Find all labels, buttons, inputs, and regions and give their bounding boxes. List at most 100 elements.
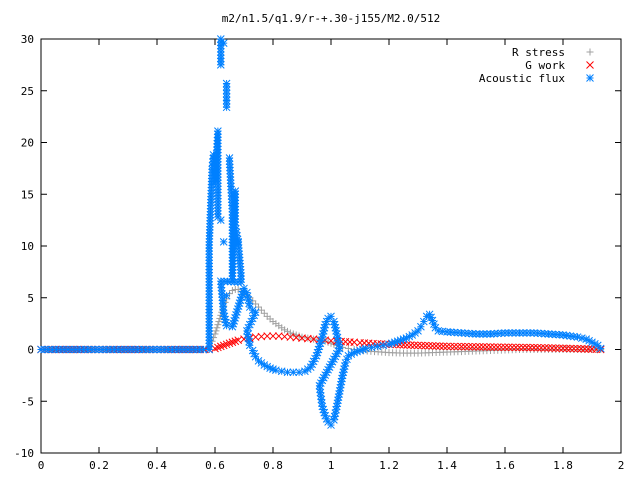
data-point [114,345,123,354]
data-point [432,342,440,350]
x-tick-label: 1.8 [553,459,573,472]
data-point [219,341,228,350]
legend-marker [586,48,594,56]
data-point [263,332,272,340]
data-point [461,342,469,351]
x-tick-label: 0 [38,459,45,472]
data-point [335,387,344,395]
data-point [530,343,538,352]
data-point [184,345,192,354]
data-point [324,338,332,346]
axis-ticks: 0 0.2 0.4 0.6 0.8 1 1.2 1.4 1.6 1.8 2 -10 -5 0 5 10 15 20… [14,33,624,472]
data-point [497,343,506,352]
y-tick-label: 30 [21,33,34,46]
y-tick-label: 25 [21,85,34,98]
data-point [281,326,289,334]
data-point [48,345,57,354]
data-point [414,341,422,350]
data-point [490,343,498,351]
data-point [215,318,223,326]
data-point [472,330,480,338]
data-point [168,345,177,354]
data-point [421,341,430,350]
data-point [541,329,549,338]
data-marks [37,35,605,429]
data-point [216,342,225,351]
data-point [577,344,585,353]
data-point [52,345,61,354]
data-point [145,345,154,354]
legend-label: R stress [512,46,565,59]
data-point [335,390,343,398]
data-point [214,321,222,329]
data-point [573,333,582,341]
data-point [596,344,605,353]
legend-label: G work [525,59,565,72]
data-point [222,340,231,349]
data-point [504,343,513,352]
data-point [222,103,231,112]
data-point [410,341,419,350]
y-tick-label: 0 [27,344,34,357]
y-tick-label: 5 [27,292,34,305]
data-point [446,342,455,351]
data-point [541,344,549,352]
series-acoustic-flux [37,35,605,429]
data-point [68,345,76,354]
data-point [475,343,484,351]
data-point [570,344,578,353]
data-point [551,330,560,339]
data-point [334,393,343,401]
data-point [450,342,459,351]
data-point [228,338,237,347]
data-point [214,343,222,352]
data-point [493,343,502,351]
data-point [573,344,582,353]
legend-marker [586,74,594,82]
data-point [240,284,248,293]
chart-title: m2/n1.5/q1.9/r-+.30-j155/M2.0/512 [222,12,441,25]
data-point [577,334,586,342]
data-point [508,343,517,352]
data-point [551,344,560,352]
data-point [475,330,484,338]
data-point [428,342,437,350]
data-point [187,345,196,354]
data-point [555,344,564,353]
data-point [537,343,546,352]
data-point [213,324,221,332]
legend-label: Acoustic flux [479,72,565,85]
data-point [464,342,473,351]
data-point [225,339,234,348]
data-point [438,327,447,336]
x-tick-label: 1.4 [437,459,457,472]
data-point [228,322,237,331]
data-point [497,329,506,338]
data-point [472,342,480,351]
data-point [522,343,531,352]
data-point [479,343,488,351]
x-tick-label: 1.2 [379,459,399,472]
data-point [44,345,53,354]
data-point [269,332,277,340]
data-point [334,396,342,405]
data-point [439,342,448,351]
data-point [430,320,438,328]
x-tick-label: 1.6 [495,459,515,472]
data-point [219,39,228,47]
data-point [526,343,535,352]
data-point [446,328,455,337]
data-point [249,297,257,305]
data-point [501,329,509,337]
data-point [219,238,228,246]
data-point [403,341,411,349]
data-point [548,344,556,352]
legend-marker [586,61,594,69]
x-tick-label: 1 [328,459,335,472]
data-point [566,344,575,353]
data-point [468,342,477,351]
data-point [584,345,593,353]
data-point [486,343,495,351]
